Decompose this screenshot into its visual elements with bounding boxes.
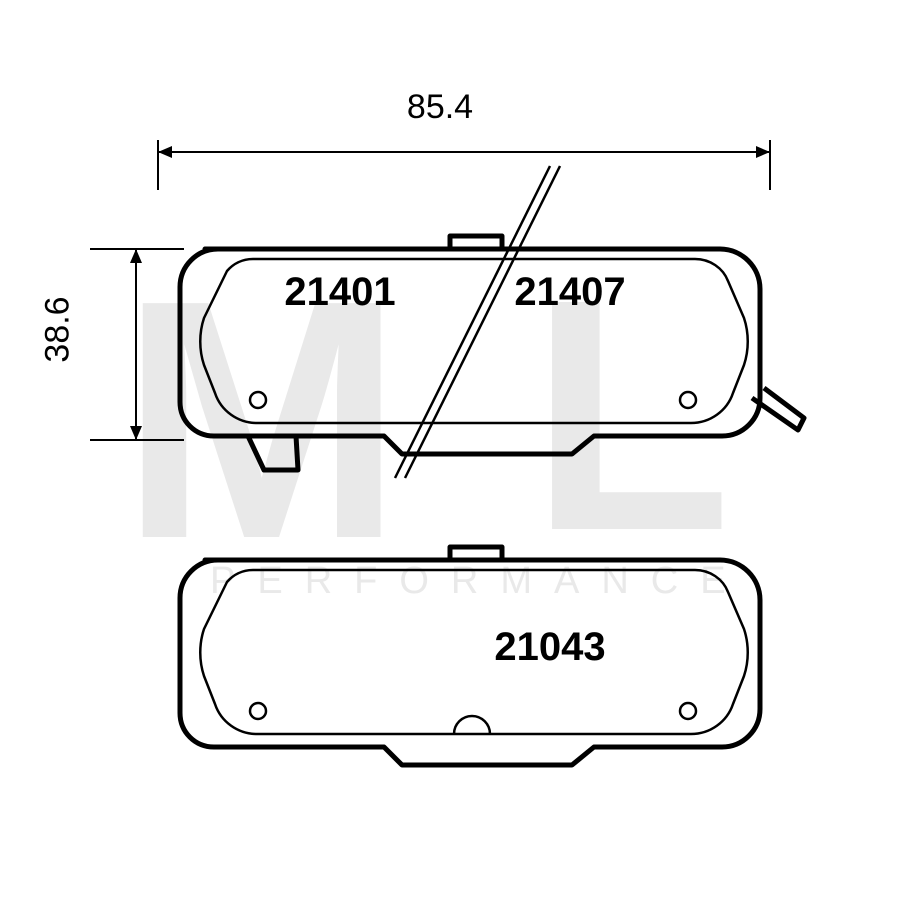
dim-width-label: 85.4 bbox=[370, 88, 510, 127]
part-label-upper-left: 21401 bbox=[270, 270, 410, 315]
part-label-upper-right: 21407 bbox=[500, 270, 640, 315]
dim-height-label: 38.6 bbox=[39, 290, 78, 370]
part-label-lower: 21043 bbox=[480, 625, 620, 670]
diagram-svg bbox=[0, 0, 900, 900]
diagram-canvas: M L PERFORMANCE 85.4 38.6 21401 21407 21… bbox=[0, 0, 900, 900]
